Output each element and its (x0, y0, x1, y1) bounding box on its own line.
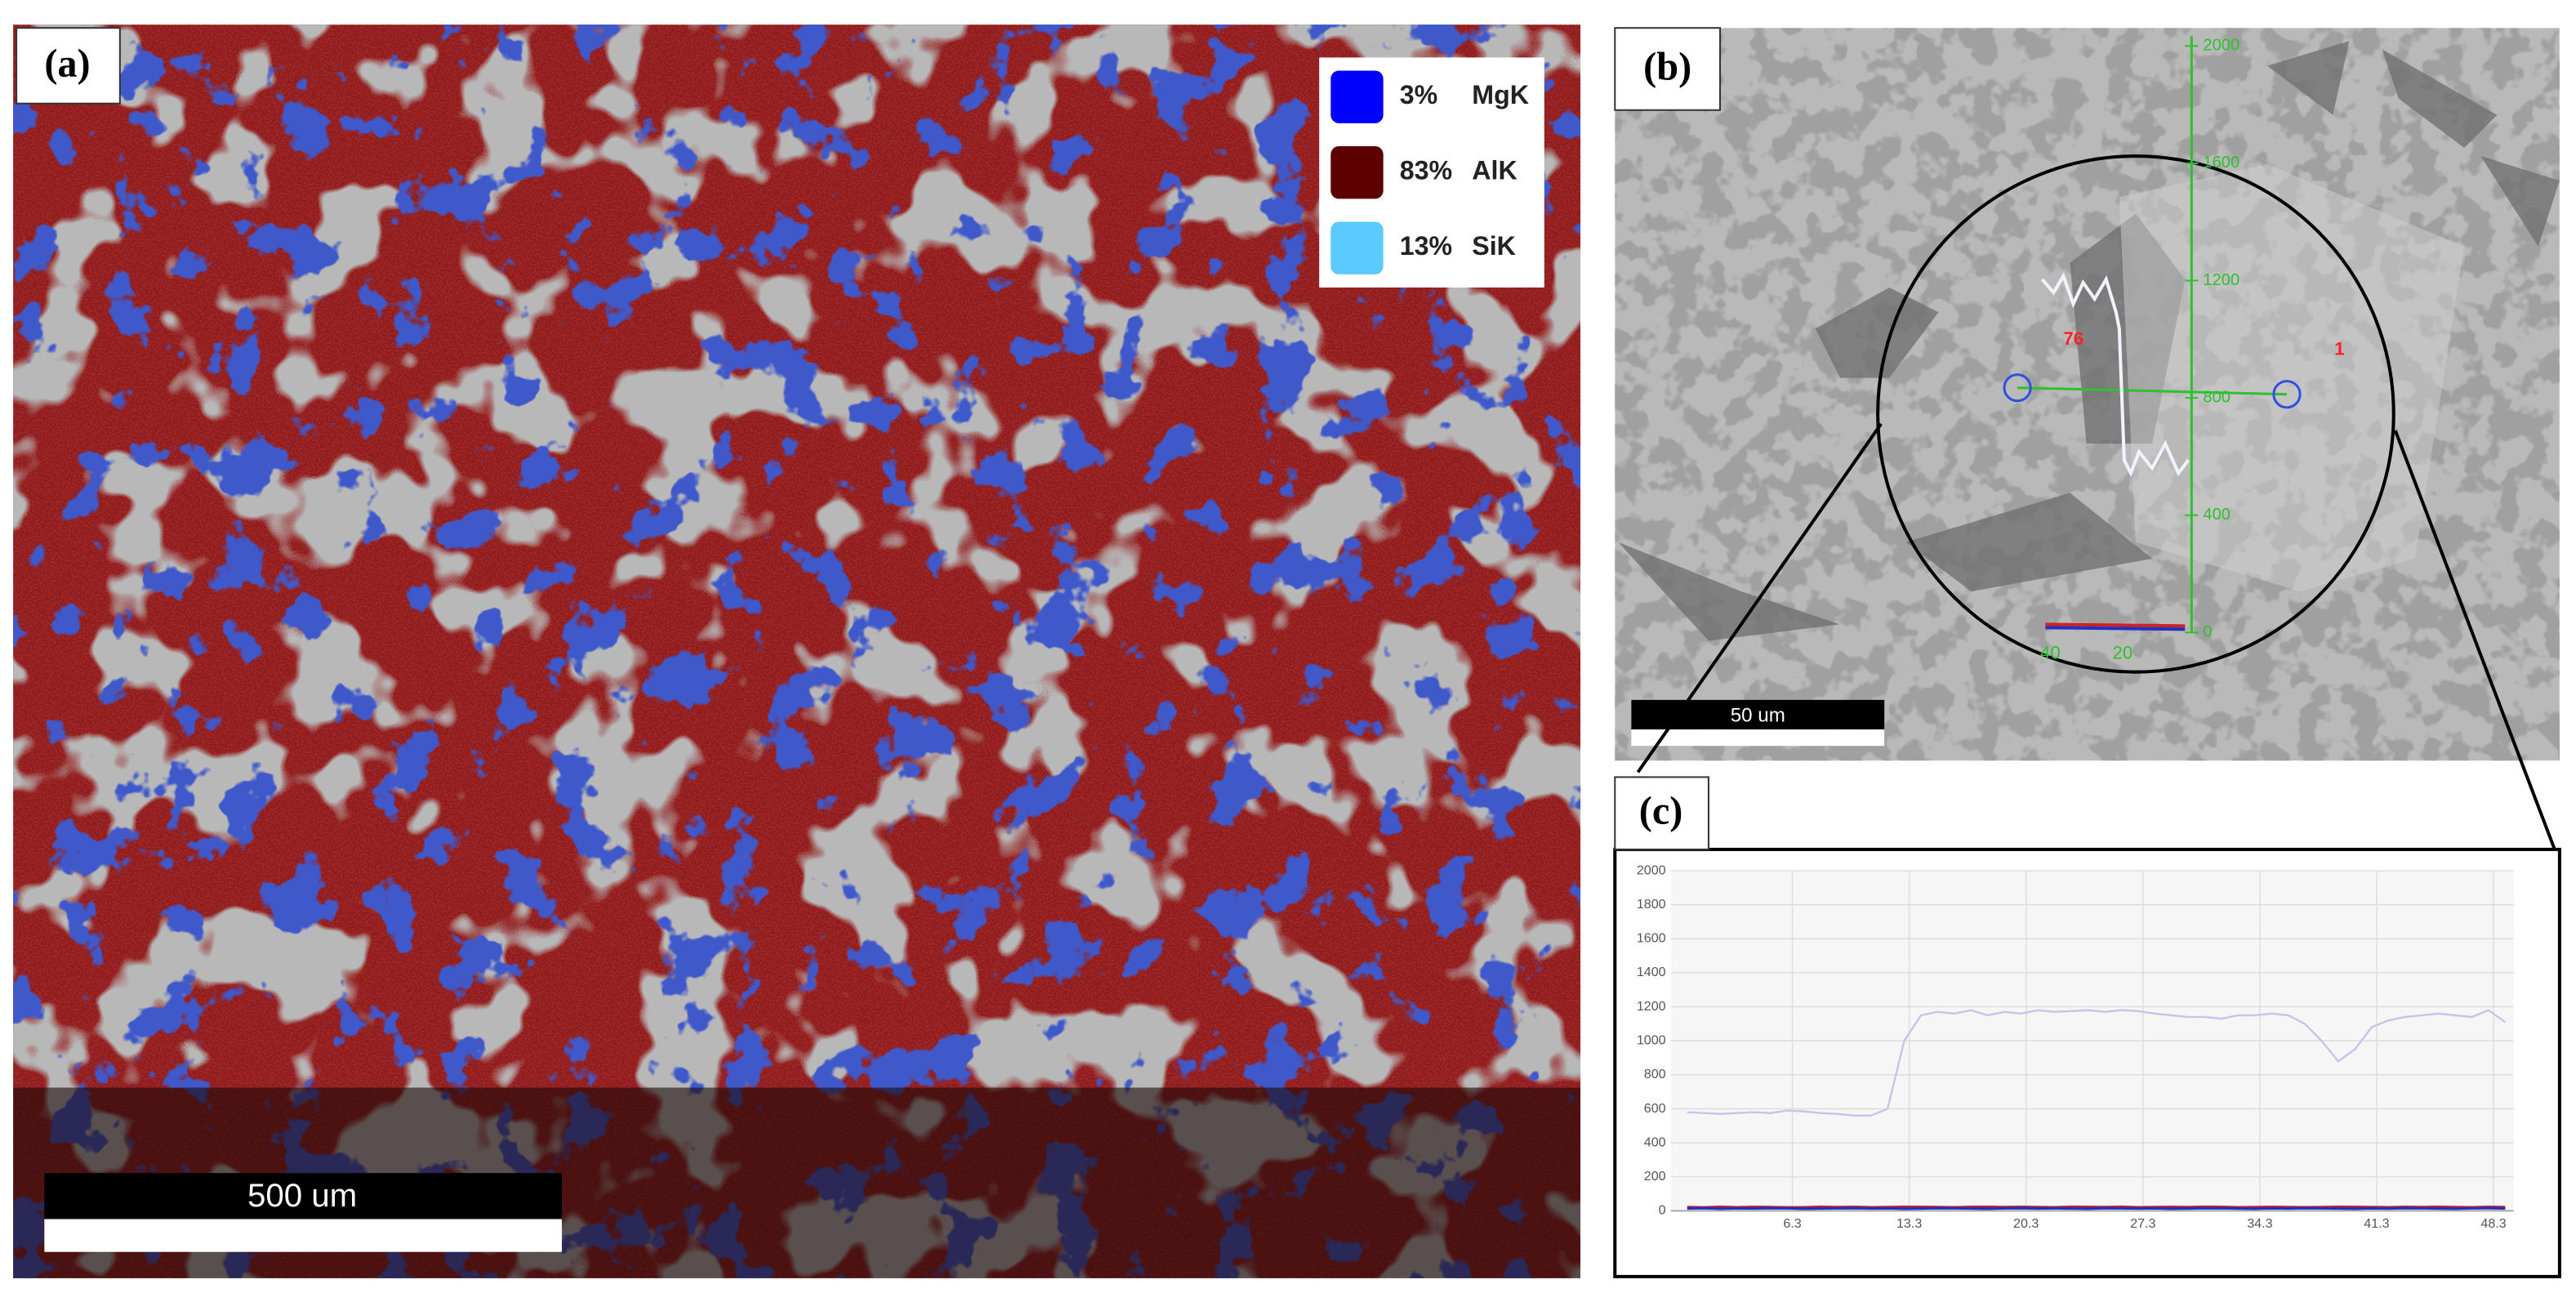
panel-label-box (1614, 27, 1722, 111)
sem-tick-label: 0 (2203, 623, 2212, 641)
y-tick-label: 200 (1644, 1169, 1666, 1184)
sem-grain (2119, 164, 2465, 592)
sem-tick-label: 800 (2203, 388, 2231, 406)
legend-element: SiK (1472, 231, 1516, 261)
sem-features (1618, 41, 2560, 641)
sem-tick-label: 1600 (2203, 154, 2240, 172)
sem-x-label: 20 (2113, 642, 2133, 662)
y-tick-label: 1200 (1637, 999, 1666, 1014)
scan-line (2017, 386, 2288, 396)
legend-swatch (1330, 146, 1384, 199)
sem-x-label: 40 (2040, 642, 2061, 662)
x-tick-label: 27.3 (2130, 1216, 2155, 1231)
sem-tick-label: 1200 (2203, 271, 2240, 289)
scale-bar (44, 1173, 562, 1219)
y-tick-label: 1000 (1637, 1032, 1666, 1047)
scale-bar-label: 500 um (247, 1177, 357, 1214)
y-tick-label: 400 (1644, 1135, 1666, 1149)
x-tick-label: 34.3 (2247, 1216, 2272, 1231)
sem-tick-label: 2000 (2203, 37, 2240, 55)
data-line (1687, 1009, 2507, 1117)
scale-bar-base (44, 1219, 562, 1252)
y-tick-label: 800 (1644, 1067, 1666, 1081)
y-tick-label: 1600 (1637, 931, 1666, 946)
legend-swatch (1330, 70, 1384, 123)
scan-start (2003, 373, 2032, 403)
panel-label-box (16, 27, 121, 105)
legend-element: AlK (1472, 156, 1517, 185)
sem-tick-label: 400 (2203, 506, 2231, 524)
y-tick-label: 0 (1659, 1203, 1666, 1218)
line-chart: 0 200 400 600 800 1000 1200 1400 1600 1800 2000 6.3… (1637, 863, 2514, 1231)
profile-trace (2040, 272, 2190, 478)
zoom-circle (1876, 154, 2396, 674)
zoom-line (1636, 422, 1883, 774)
zoom-line (2393, 430, 2556, 850)
panel-label-box (1614, 776, 1709, 850)
x-tick-label: 20.3 (2013, 1216, 2039, 1231)
panel-label: (b) (1643, 46, 1691, 89)
y-tick-label: 600 (1644, 1101, 1666, 1116)
profile-trace-blue (2045, 626, 2186, 631)
y-tick-label: 1800 (1637, 897, 1666, 912)
scale-bar-label: 50 um (1731, 704, 1785, 726)
x-tick-label: 13.3 (1896, 1216, 1922, 1231)
sem-image: 2000 1600 1200 800 400 0 76 1 40 20 50 um (1615, 28, 2560, 761)
sem-axis-ticks: 2000 1600 1200 800 400 0 (2185, 37, 2240, 641)
x-tick-label: 6.3 (1783, 1216, 1801, 1231)
sem-label: 1 (2334, 338, 2344, 359)
legend-swatch (1330, 221, 1384, 274)
data-line (1687, 1206, 2506, 1211)
legend-percent: 3% (1400, 80, 1438, 109)
legend-percent: 13% (1400, 231, 1452, 261)
x-tick-label: 48.3 (2480, 1216, 2506, 1231)
y-tick-label: 2000 (1637, 863, 1666, 877)
legend-element: MgK (1472, 80, 1529, 109)
profile-trace-red (2045, 622, 2186, 628)
legend: 3% MgK 83% AlK 13% SiK (1330, 70, 1529, 274)
y-tick-label: 1400 (1637, 965, 1666, 979)
scale-bar (1631, 699, 1885, 730)
panel-label: (c) (1639, 790, 1683, 833)
scale-bar-base (1631, 729, 1885, 747)
sem-label: 76 (2063, 328, 2084, 349)
scan-end (2272, 380, 2302, 409)
panel-label: (a) (44, 42, 90, 86)
x-tick-label: 41.3 (2364, 1216, 2389, 1231)
legend-percent: 83% (1400, 156, 1452, 185)
